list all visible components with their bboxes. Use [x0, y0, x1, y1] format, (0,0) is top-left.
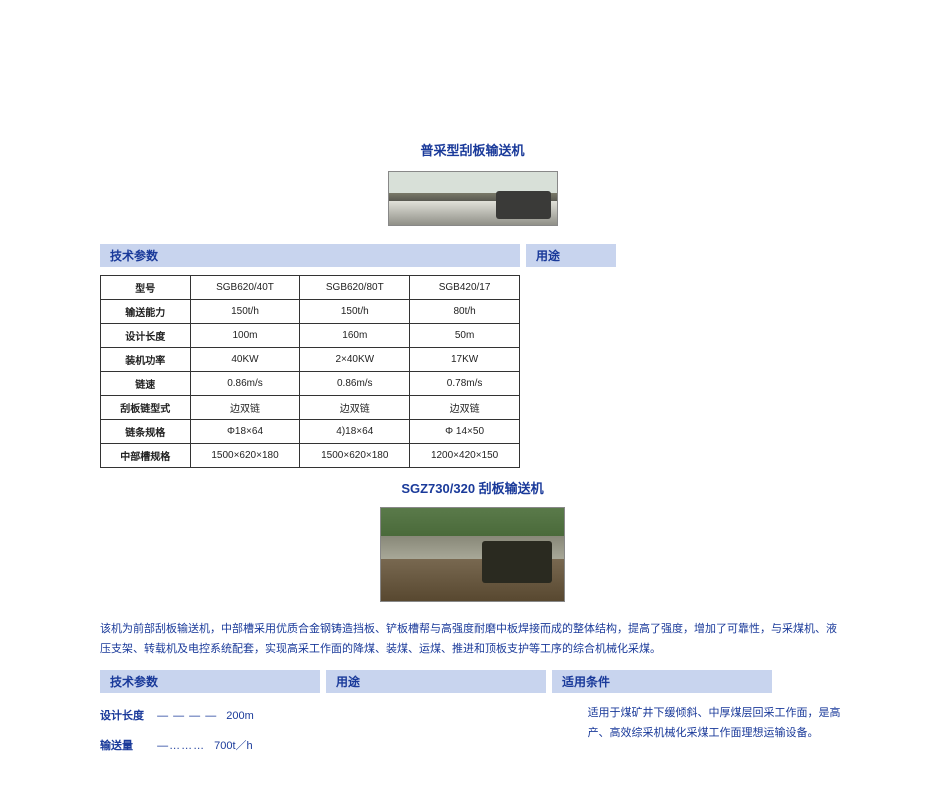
table-cell: SGB420/17: [410, 276, 520, 300]
table-cell: Φ 14×50: [410, 420, 520, 444]
section2-title: SGZ730/320 刮板输送机: [100, 478, 845, 497]
section1-header-right: 用途: [526, 244, 616, 267]
section1-header-left: 技术参数: [100, 244, 520, 267]
table-cell: SGB620/40T: [190, 276, 300, 300]
table-cell: 0.78m/s: [410, 372, 520, 396]
row-label: 链速: [101, 372, 191, 396]
row-label: 链条规格: [101, 420, 191, 444]
table-cell: 80t/h: [410, 300, 520, 324]
table-cell: 2×40KW: [300, 348, 410, 372]
table-cell: 40KW: [190, 348, 300, 372]
table-cell: 100m: [190, 324, 300, 348]
param-dash: —………: [157, 740, 205, 752]
table-cell: Φ18×64: [190, 420, 300, 444]
table-row: 链条规格 Φ18×64 4)18×64 Φ 14×50: [101, 420, 520, 444]
table-cell: 50m: [410, 324, 520, 348]
table-row: 刮板链型式 边双链 边双链 边双链: [101, 396, 520, 420]
section1-header-row: 技术参数 用途: [100, 244, 845, 267]
row-label: 装机功率: [101, 348, 191, 372]
table-cell: 150t/h: [190, 300, 300, 324]
table-cell: 边双链: [300, 396, 410, 420]
table-row: 链速 0.86m/s 0.86m/s 0.78m/s: [101, 372, 520, 396]
table-cell: 边双链: [410, 396, 520, 420]
param-label: 设计长度: [100, 707, 148, 723]
param-line: 设计长度 — — — — 200m: [100, 707, 478, 723]
page-container: 普采型刮板输送机 技术参数 用途 型号 SGB620/40T SGB620/80…: [0, 0, 945, 777]
section2-params: 设计长度 — — — — 200m 输送量 —……… 700t／h: [100, 703, 478, 757]
section2-header-params: 技术参数: [100, 670, 320, 693]
param-value: 200m: [226, 710, 254, 722]
table-cell: 150t/h: [300, 300, 410, 324]
table-cell: 17KW: [410, 348, 520, 372]
spec-table: 型号 SGB620/40T SGB620/80T SGB420/17 输送能力 …: [100, 275, 520, 468]
table-cell: 4)18×64: [300, 420, 410, 444]
table-row: 中部槽规格 1500×620×180 1500×620×180 1200×420…: [101, 444, 520, 468]
section2-header-usage: 用途: [326, 670, 546, 693]
product-image-2: [380, 507, 565, 602]
table-cell: 1200×420×150: [410, 444, 520, 468]
product-image-1: [388, 171, 558, 226]
section1-title: 普采型刮板输送机: [100, 140, 845, 159]
section2-condition-text: 适用于煤矿井下缓倾斜、中厚煤层回采工作面，是高产、高效综采机械化采煤工作面理想运…: [588, 703, 845, 757]
row-label: 设计长度: [101, 324, 191, 348]
table-cell: 160m: [300, 324, 410, 348]
table-cell: 1500×620×180: [190, 444, 300, 468]
table-row: 输送能力 150t/h 150t/h 80t/h: [101, 300, 520, 324]
table-cell: 0.86m/s: [190, 372, 300, 396]
table-cell: 边双链: [190, 396, 300, 420]
row-label: 刮板链型式: [101, 396, 191, 420]
section2-body: 设计长度 — — — — 200m 输送量 —……… 700t／h 适用于煤矿井…: [100, 703, 845, 757]
table-cell: SGB620/80T: [300, 276, 410, 300]
row-label: 中部槽规格: [101, 444, 191, 468]
table-cell: 1500×620×180: [300, 444, 410, 468]
param-line: 输送量 —……… 700t／h: [100, 737, 478, 753]
table-cell: 0.86m/s: [300, 372, 410, 396]
section2-header-condition: 适用条件: [552, 670, 772, 693]
param-label: 输送量: [100, 737, 148, 753]
param-value: 700t／h: [214, 740, 253, 752]
row-label: 型号: [101, 276, 191, 300]
table-row: 型号 SGB620/40T SGB620/80T SGB420/17: [101, 276, 520, 300]
section2-description: 该机为前部刮板输送机，中部槽采用优质合金钢铸造挡板、铲板槽帮与高强度耐磨中板焊接…: [100, 620, 845, 660]
param-dash: — — — —: [157, 710, 217, 722]
section2-header-row: 技术参数 用途 适用条件: [100, 670, 845, 693]
table-row: 设计长度 100m 160m 50m: [101, 324, 520, 348]
row-label: 输送能力: [101, 300, 191, 324]
table-row: 装机功率 40KW 2×40KW 17KW: [101, 348, 520, 372]
